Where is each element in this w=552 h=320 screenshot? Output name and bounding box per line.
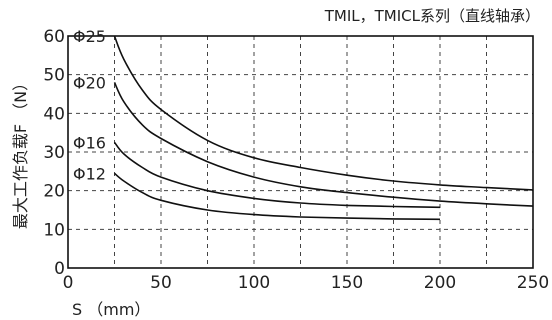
y-tick-label: 30	[43, 143, 65, 163]
series-labels: Φ25 Φ20 Φ16 Φ12	[73, 27, 106, 183]
y-axis-label: 最大工作负载F （N）	[11, 75, 30, 229]
x-tick-label: 100	[238, 273, 270, 293]
series-label: Φ16	[73, 133, 106, 152]
plot-frame	[67, 35, 534, 269]
x-axis-label: S （mm）	[72, 300, 150, 319]
x-tick-label: 50	[150, 273, 172, 293]
series-line	[113, 141, 441, 209]
x-tick-label: 150	[331, 273, 363, 293]
y-tick-label: 10	[43, 220, 65, 240]
series-label: Φ25	[73, 27, 106, 46]
y-tick-label: 50	[43, 66, 65, 86]
y-tick-label: 40	[43, 104, 65, 124]
series-line	[113, 82, 534, 207]
curves	[113, 35, 534, 221]
x-tick-label: 200	[424, 273, 456, 293]
series-line	[113, 35, 534, 191]
chart-title: TMIL，TMICL系列（直线轴承）	[324, 7, 540, 25]
series-label: Φ12	[73, 164, 106, 183]
tick-labels: 0 50 100 150 200 250 0 10 20 30 40 50 60	[43, 27, 549, 293]
x-tick-label: 0	[63, 273, 74, 293]
y-tick-label: 60	[43, 27, 65, 47]
series-label: Φ20	[73, 73, 106, 92]
grid	[68, 36, 533, 268]
y-tick-label: 20	[43, 182, 65, 202]
series-line	[113, 172, 441, 221]
y-tick-label: 0	[54, 259, 65, 279]
x-tick-label: 250	[517, 273, 549, 293]
